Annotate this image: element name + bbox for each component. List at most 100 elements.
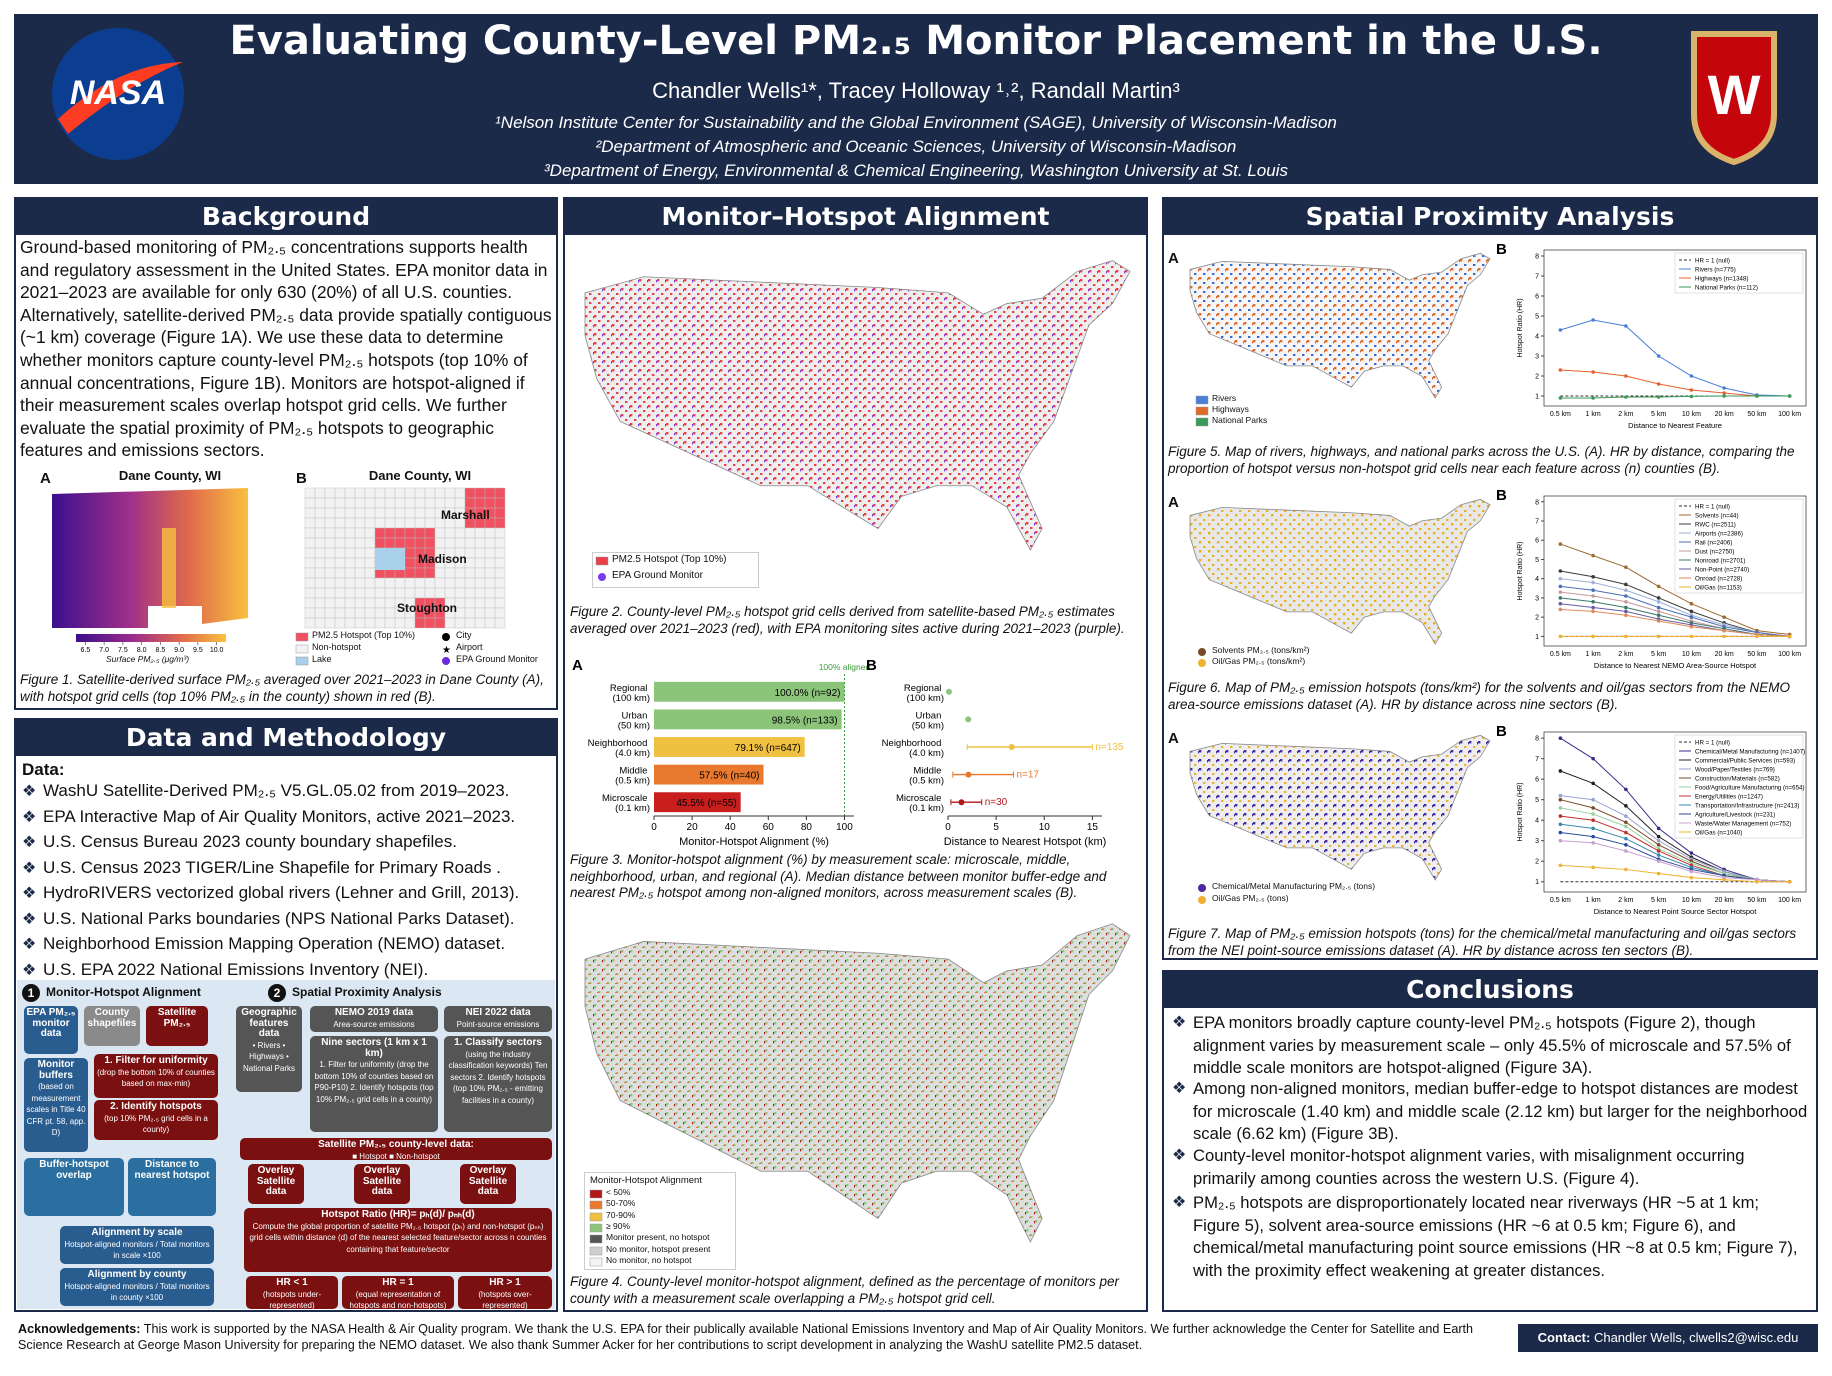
grid-cell bbox=[484, 527, 496, 539]
grid-cell bbox=[384, 487, 396, 499]
grid-cell bbox=[384, 597, 396, 609]
grid-cell bbox=[334, 567, 346, 579]
y-axis-label: Hotspot Ratio (HR) bbox=[1517, 298, 1524, 357]
grid-cell bbox=[444, 537, 456, 549]
grid-cell bbox=[414, 567, 426, 579]
legend-entry: Solvents PM₂.₅ (tons/km²) bbox=[1212, 645, 1310, 655]
grid-cell bbox=[334, 487, 346, 499]
grid-cell bbox=[364, 487, 376, 499]
series-point bbox=[1591, 840, 1595, 845]
x-tick-label: 1 km bbox=[1586, 651, 1601, 658]
grid-cell bbox=[494, 567, 506, 579]
grid-cell bbox=[404, 527, 416, 539]
series-line bbox=[1560, 319, 1790, 397]
grid-cell bbox=[424, 527, 436, 539]
series-line bbox=[1560, 543, 1790, 635]
series-point bbox=[1591, 865, 1595, 870]
legend-swatch bbox=[295, 656, 309, 666]
grid-cell bbox=[484, 497, 496, 509]
grid-cell bbox=[404, 517, 416, 529]
grid-cell bbox=[324, 517, 336, 529]
legend-swatch bbox=[1195, 406, 1209, 416]
series-point bbox=[1558, 822, 1563, 827]
legend-entry: HR = 1 (null) bbox=[1695, 257, 1730, 264]
series-point bbox=[1656, 596, 1661, 600]
legend-swatch bbox=[589, 1257, 603, 1267]
series-point bbox=[1624, 824, 1628, 829]
swatch bbox=[295, 656, 309, 666]
colorbar-tick-label: 10.0 bbox=[210, 647, 224, 654]
affiliation: ³Department of Energy, Environmental & C… bbox=[544, 161, 1288, 180]
series-point bbox=[1624, 843, 1628, 847]
category-line: (0.5 km) bbox=[615, 776, 650, 787]
category-line: Regional bbox=[610, 683, 650, 694]
series-point bbox=[1656, 605, 1661, 610]
crest-letter: W bbox=[1708, 63, 1761, 126]
grid-cell bbox=[454, 577, 466, 589]
y-tick-label: 1 bbox=[1535, 879, 1539, 886]
grid-cell bbox=[344, 497, 356, 509]
box-title: EPA PM₂.₅ monitor data bbox=[26, 1007, 76, 1039]
legend-swatch bbox=[1195, 395, 1209, 405]
box-title: NEMO 2019 data bbox=[334, 1007, 414, 1018]
grid-cell bbox=[374, 527, 386, 539]
colorbar-bar bbox=[76, 634, 226, 642]
value-label: 98.5% (n=133) bbox=[772, 715, 838, 726]
grid-cell bbox=[334, 527, 346, 539]
swatch bbox=[442, 657, 450, 665]
grid-cell bbox=[464, 577, 476, 589]
grid-cell bbox=[324, 597, 336, 609]
grid-cell bbox=[354, 547, 366, 559]
swatch bbox=[598, 573, 606, 581]
category-line: (4.0 km) bbox=[909, 748, 944, 759]
series-point bbox=[1558, 590, 1563, 594]
lake bbox=[375, 548, 405, 570]
legend-swatch bbox=[595, 556, 609, 566]
header-band bbox=[14, 14, 1818, 184]
grid-cell bbox=[404, 617, 416, 629]
grid-cell bbox=[404, 577, 416, 589]
grid-cell bbox=[324, 507, 336, 519]
series-point bbox=[1787, 394, 1792, 398]
grid-cell bbox=[464, 597, 476, 609]
series-point bbox=[1624, 867, 1628, 872]
logo-text: NASA bbox=[70, 74, 166, 112]
x-tick-label: 5 km bbox=[1651, 651, 1666, 658]
swatch bbox=[1198, 659, 1206, 667]
series-point bbox=[1755, 634, 1759, 639]
y-tick-label: 8 bbox=[1535, 736, 1539, 743]
y-tick-label: 5 bbox=[1535, 314, 1539, 321]
grid-cell bbox=[314, 537, 326, 549]
grid-cell bbox=[424, 487, 436, 499]
series-point bbox=[1722, 628, 1726, 633]
authors: Chandler Wells¹*, Tracey Holloway ¹˒², R… bbox=[652, 78, 1180, 103]
data-item: Neighborhood Emission Mapping Operation … bbox=[43, 934, 506, 953]
grid-cell bbox=[314, 527, 326, 539]
grid-cell bbox=[474, 577, 486, 589]
panel-label: B bbox=[866, 657, 877, 674]
series-point bbox=[1656, 834, 1661, 839]
grid-cell bbox=[344, 607, 356, 619]
box-text: (hotspots over-represented) bbox=[478, 1289, 532, 1310]
median-point bbox=[945, 688, 952, 695]
bar bbox=[654, 737, 805, 757]
grid-cell bbox=[464, 617, 476, 629]
series-point bbox=[1558, 576, 1563, 581]
grid-cell bbox=[444, 527, 456, 539]
x-tick-label: 10 km bbox=[1682, 651, 1701, 658]
grid-cell bbox=[324, 617, 336, 629]
grid-cell bbox=[414, 537, 426, 549]
series-point bbox=[1689, 615, 1694, 619]
colorbar-tick-label: 6.5 bbox=[81, 647, 91, 654]
grid-cell bbox=[364, 567, 376, 579]
series-point bbox=[1656, 634, 1661, 639]
diagram-box: NEI 2022 data Point-source emissions bbox=[444, 1006, 552, 1032]
category-line: (4.0 km) bbox=[615, 748, 650, 759]
grid-cell bbox=[374, 517, 386, 529]
grid-cell bbox=[384, 527, 396, 539]
swatch bbox=[295, 644, 309, 654]
grid-cell bbox=[364, 617, 376, 629]
legend-entry: RWC (n=2511) bbox=[1695, 521, 1736, 528]
legend-swatch: ★ bbox=[442, 645, 451, 656]
legend-entry: Rivers bbox=[1212, 393, 1237, 403]
